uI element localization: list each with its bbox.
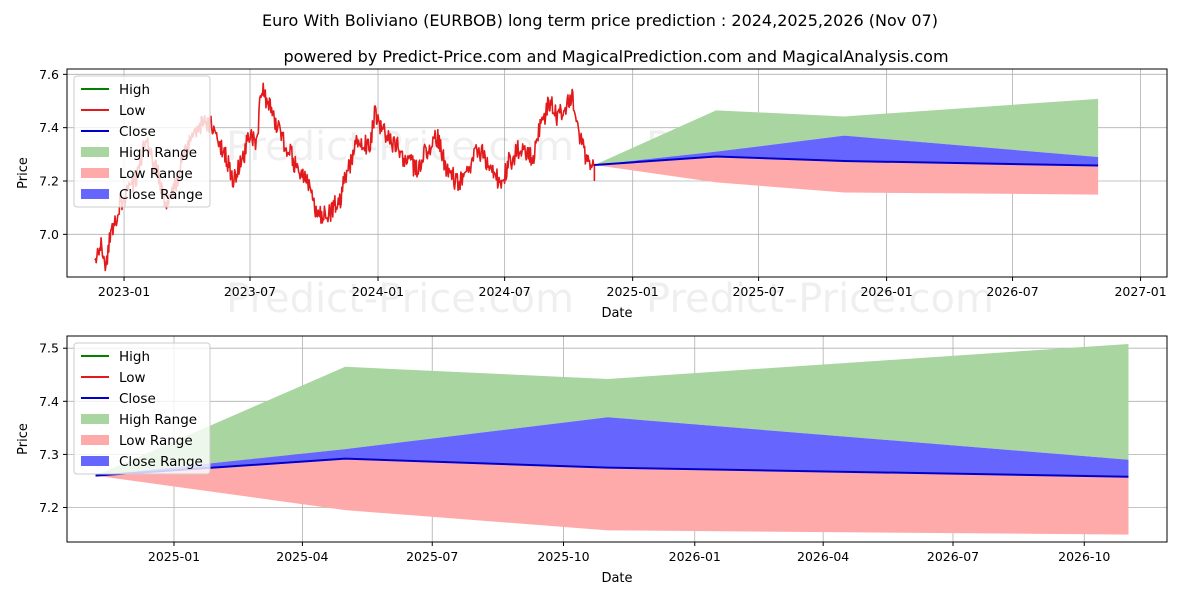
legend-label: Low bbox=[119, 370, 146, 386]
x-tick-label: 2025-04 bbox=[276, 549, 328, 564]
x-tick-label: 2023-01 bbox=[98, 284, 150, 299]
legend-patch-swatch bbox=[81, 456, 109, 466]
x-tick-label: 2025-10 bbox=[537, 549, 589, 564]
legend-patch-swatch bbox=[81, 435, 109, 445]
y-tick-label: 7.2 bbox=[39, 500, 59, 515]
legend-label: High bbox=[119, 82, 150, 98]
y-tick-label: 7.5 bbox=[39, 341, 59, 356]
x-tick-label: 2025-07 bbox=[732, 284, 784, 299]
x-tick-label: 2023-07 bbox=[224, 284, 276, 299]
legend-label: Close Range bbox=[119, 454, 203, 470]
x-axis-label: Date bbox=[601, 571, 632, 586]
y-tick-label: 7.2 bbox=[39, 174, 59, 189]
chart-title: Euro With Boliviano (EURBOB) long term p… bbox=[262, 11, 938, 30]
close-range-band bbox=[594, 135, 1099, 166]
legend-patch-swatch bbox=[81, 147, 109, 157]
x-tick-label: 2026-07 bbox=[986, 284, 1038, 299]
y-tick-label: 7.3 bbox=[39, 447, 59, 462]
x-tick-label: 2026-07 bbox=[927, 549, 979, 564]
axes-frame bbox=[66, 335, 1168, 543]
watermark-text: Predict-Price.com bbox=[646, 276, 994, 322]
x-tick-label: 2025-01 bbox=[148, 549, 200, 564]
legend-patch-swatch bbox=[81, 168, 109, 178]
legend: High Low Close High Range Low Range Close Ran… bbox=[73, 75, 211, 208]
close-prediction-line bbox=[594, 155, 1099, 167]
x-tick-label: 2026-04 bbox=[797, 549, 849, 564]
x-axis-label: Date bbox=[601, 306, 632, 321]
y-axis-label: Price bbox=[16, 423, 31, 455]
plot-area bbox=[95, 343, 1129, 535]
y-tick-label: 7.6 bbox=[39, 67, 59, 82]
bottom-panel: Predict-Price.comPredict-Price.com2025-0… bbox=[16, 335, 1168, 586]
legend-label: High Range bbox=[119, 145, 197, 161]
axes-frame bbox=[66, 68, 1168, 278]
legend-label: High Range bbox=[119, 412, 197, 428]
y-tick-label: 7.4 bbox=[39, 120, 59, 135]
y-axis-label: Price bbox=[16, 157, 31, 189]
legend-patch-swatch bbox=[81, 414, 109, 424]
x-tick-label: 2027-01 bbox=[1114, 284, 1166, 299]
legend-patch-swatch bbox=[81, 189, 109, 199]
legend-label: Close bbox=[119, 124, 156, 140]
y-tick-label: 7.0 bbox=[39, 227, 59, 242]
close-prediction-line bbox=[95, 457, 1129, 478]
x-tick-label: 2026-01 bbox=[669, 549, 721, 564]
x-tick-label: 2024-07 bbox=[479, 284, 531, 299]
low-range-band bbox=[594, 156, 1099, 195]
chart-subtitle: powered by Predict-Price.com and Magical… bbox=[283, 47, 948, 66]
watermark-text: Predict-Price.com bbox=[226, 276, 574, 322]
y-tick-label: 7.4 bbox=[39, 394, 59, 409]
low-range-band bbox=[95, 458, 1129, 535]
close-range-band bbox=[95, 417, 1129, 477]
x-tick-label: 2024-01 bbox=[352, 284, 404, 299]
legend-label: High bbox=[119, 349, 150, 365]
high-range-band bbox=[594, 98, 1099, 165]
legend: High Low Close High Range Low Range Close Ran… bbox=[73, 342, 211, 475]
x-tick-label: 2026-10 bbox=[1058, 549, 1110, 564]
legend-label: Close Range bbox=[119, 187, 203, 203]
high-range-band bbox=[95, 343, 1129, 476]
legend-label: Close bbox=[119, 391, 156, 407]
x-tick-label: 2025-01 bbox=[607, 284, 659, 299]
legend-label: Low Range bbox=[119, 433, 193, 449]
legend-label: Low bbox=[119, 103, 146, 119]
plot-area bbox=[94, 82, 1099, 272]
x-tick-label: 2026-01 bbox=[860, 284, 912, 299]
x-tick-label: 2025-07 bbox=[406, 549, 458, 564]
legend-label: Low Range bbox=[119, 166, 193, 182]
